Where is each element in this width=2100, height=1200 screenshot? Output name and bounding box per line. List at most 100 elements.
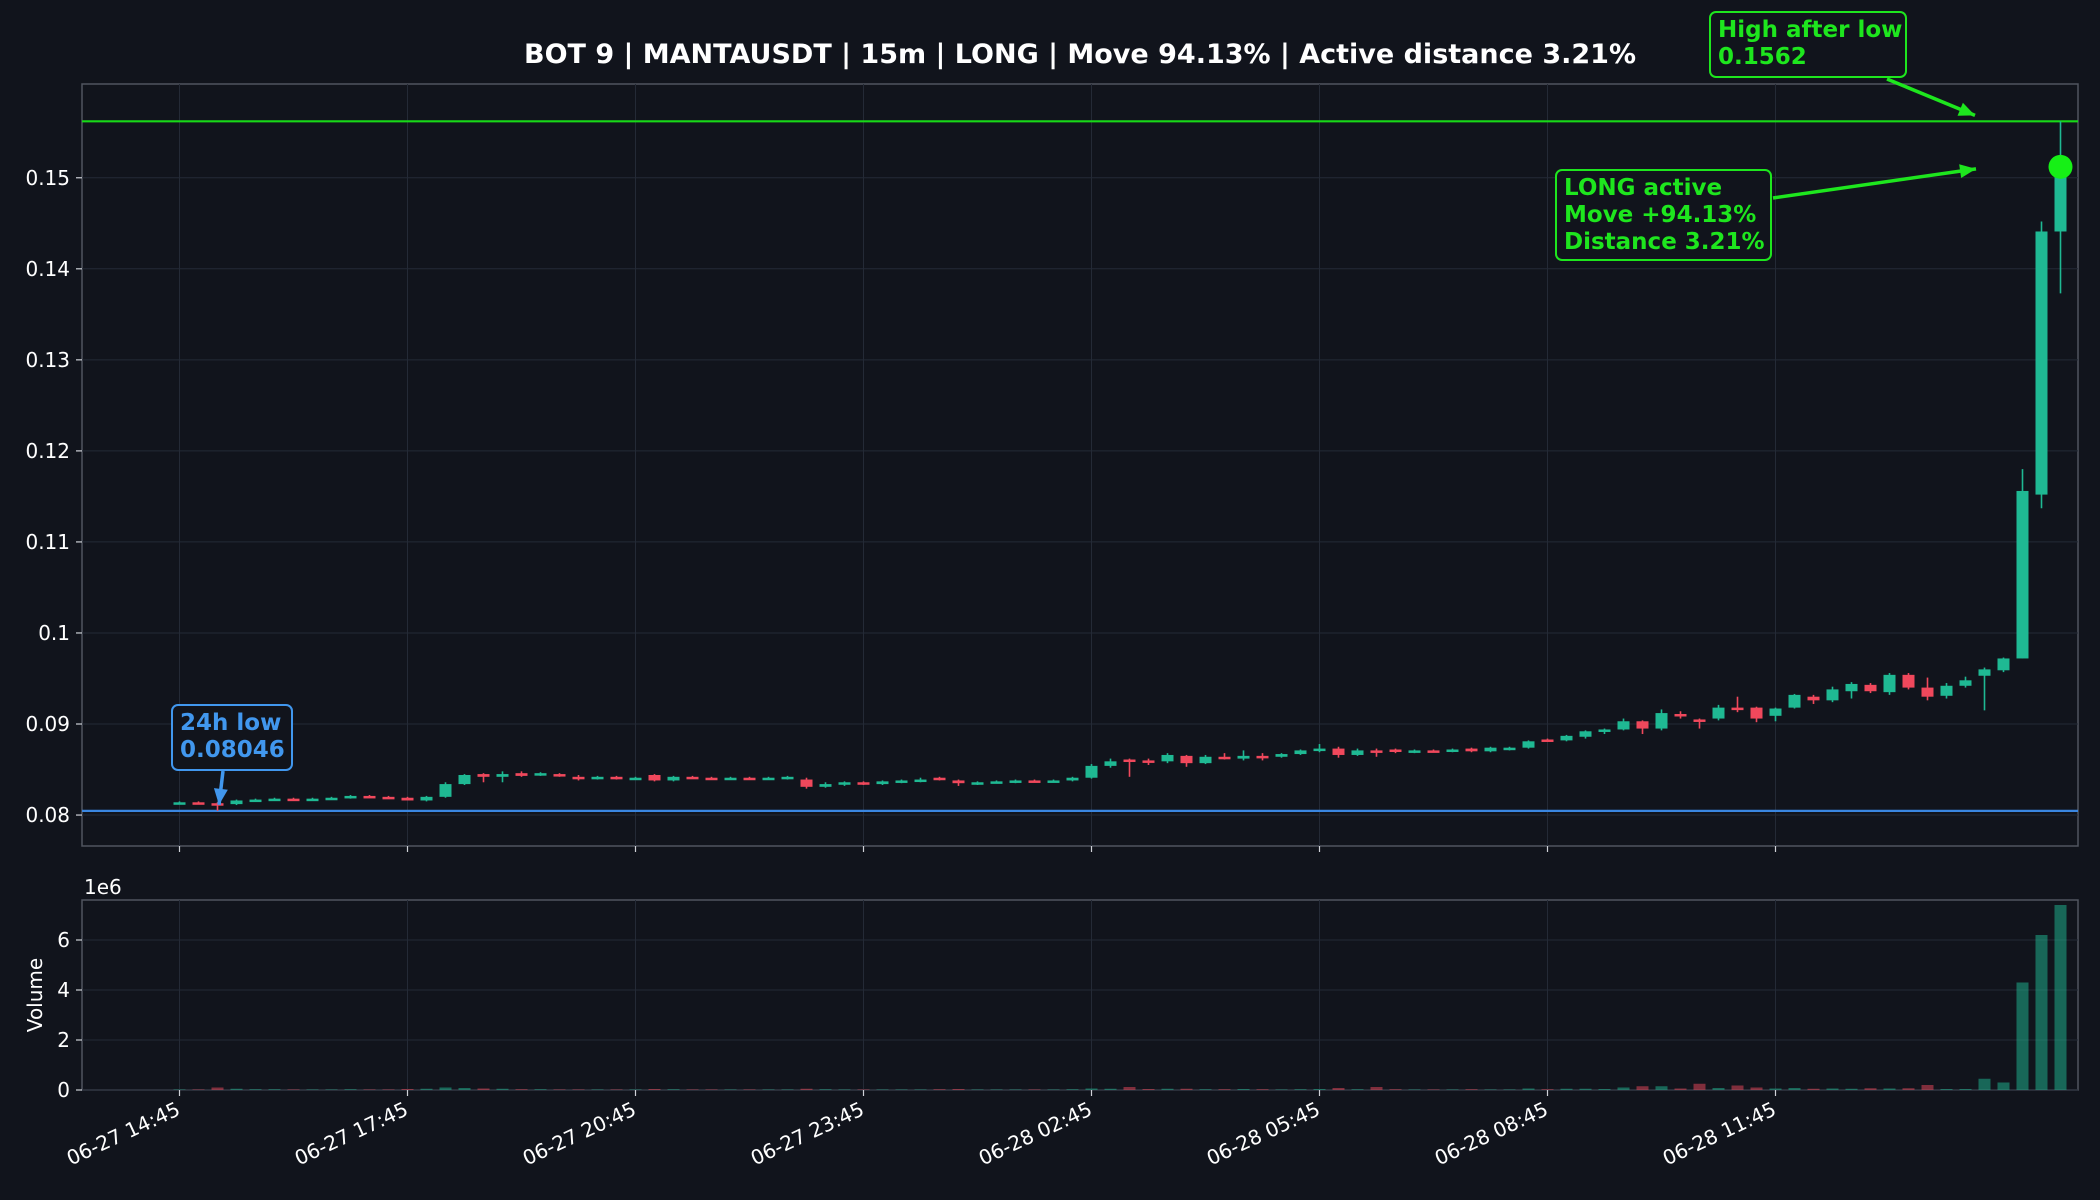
- candle-body: [477, 774, 490, 777]
- candle-body: [933, 777, 946, 781]
- volume-bar: [2016, 982, 2029, 1090]
- x-ticks: 06-27 14:45 06-27 17:45 06-27 20:45 06-27 2…: [63, 846, 1780, 1170]
- candle-body: [192, 802, 205, 805]
- volume-bar: [1123, 1087, 1136, 1090]
- price-tick-label: 0.12: [25, 439, 70, 463]
- volume-bar: [705, 1089, 718, 1090]
- volume-bar: [382, 1089, 395, 1090]
- volume-bar: [1693, 1083, 1706, 1090]
- candle-body: [496, 774, 509, 777]
- volume-bar: [2035, 935, 2048, 1090]
- volume-bar: [1351, 1089, 1364, 1090]
- volume-bar: [1389, 1089, 1402, 1090]
- candle-body: [1465, 748, 1478, 752]
- candle-body: [1845, 683, 1858, 692]
- volume-bar: [990, 1089, 1003, 1090]
- candle-body: [1047, 780, 1060, 783]
- active-annotation-arrow: [1772, 164, 1977, 200]
- candle-body: [230, 800, 243, 805]
- low-annotation-arrow: [213, 770, 228, 806]
- candle-body: [1503, 747, 1516, 751]
- candle-body: [1959, 680, 1972, 686]
- candle-body: [1161, 754, 1174, 762]
- volume-bar: [1180, 1088, 1193, 1090]
- active-annotation-line: Move +94.13%: [1564, 202, 1756, 228]
- candle-body: [1560, 735, 1573, 741]
- volume-bar: [1218, 1089, 1231, 1090]
- volume-y-label: Volume: [23, 958, 47, 1032]
- candle-body: [1313, 748, 1326, 752]
- volume-bar: [1446, 1089, 1459, 1090]
- volume-bar: [971, 1089, 984, 1090]
- volume-bar: [1940, 1089, 1953, 1090]
- candle-body: [363, 795, 376, 799]
- candle-body: [1522, 741, 1535, 748]
- volume-bar: [1541, 1089, 1554, 1090]
- volume-bar: [648, 1089, 661, 1090]
- volume-bar: [1712, 1088, 1725, 1090]
- volume-bar: [1826, 1088, 1839, 1090]
- volume-bar: [1199, 1089, 1212, 1090]
- volume-bar: [591, 1089, 604, 1090]
- volume-bar: [363, 1089, 376, 1090]
- candle-body: [1978, 669, 1991, 676]
- volume-bar: [857, 1089, 870, 1090]
- volume-bar: [1332, 1088, 1345, 1090]
- volume-bar: [876, 1089, 889, 1090]
- volume-bar: [1997, 1082, 2010, 1090]
- candle-body: [1598, 729, 1611, 732]
- volume-bar: [1503, 1089, 1516, 1090]
- volume-bar: [1883, 1088, 1896, 1090]
- candle-body: [401, 797, 414, 801]
- candle-body: [952, 780, 965, 784]
- volume-bar: [933, 1089, 946, 1090]
- candle-body: [1674, 713, 1687, 717]
- volume-bar: [1294, 1089, 1307, 1090]
- candle-body: [990, 781, 1003, 784]
- volume-bar: [1066, 1089, 1079, 1090]
- volume-bar: [800, 1088, 813, 1090]
- candle-body: [1579, 731, 1592, 737]
- candle-body: [838, 782, 851, 785]
- volume-bar: [1788, 1088, 1801, 1090]
- volume-bar: [724, 1089, 737, 1090]
- candle-body: [591, 776, 604, 780]
- volume-panel-frame: [81, 899, 2079, 1091]
- volume-bar: [1408, 1089, 1421, 1090]
- candle-body: [1332, 748, 1345, 755]
- candle-body: [1617, 721, 1630, 730]
- candle-body: [1769, 708, 1782, 716]
- x-tick-label: 06-28 02:45: [975, 1097, 1096, 1170]
- candle-body: [1940, 685, 1953, 696]
- candle-body: [1237, 755, 1250, 759]
- low-annotation-box: [171, 704, 293, 771]
- low-annotation-arrow-head: [213, 788, 228, 805]
- candle-body: [1294, 750, 1307, 755]
- volume-bar: [1978, 1078, 1991, 1090]
- volume-bar: [230, 1088, 243, 1090]
- volume-bar: [1579, 1088, 1592, 1090]
- candle-body: [1351, 750, 1364, 755]
- volume-bar: [344, 1089, 357, 1090]
- candle-body: [1199, 756, 1212, 764]
- candle-body: [629, 777, 642, 781]
- volume-bar: [1142, 1089, 1155, 1090]
- price-tick-label: 0.11: [25, 530, 70, 554]
- candle-body: [249, 799, 262, 803]
- candle-body: [1655, 713, 1668, 729]
- candle-body: [1864, 684, 1877, 692]
- volume-bar: [1028, 1089, 1041, 1090]
- volume-bar: [1807, 1088, 1820, 1090]
- candle-body: [1541, 739, 1554, 742]
- candle-body: [667, 776, 680, 781]
- volume-bar: [1104, 1088, 1117, 1090]
- x-tick-label: 06-27 20:45: [519, 1097, 640, 1170]
- volume-bar: [743, 1089, 756, 1090]
- candle-body: [1997, 658, 2010, 671]
- candle-body: [1370, 750, 1383, 753]
- candle-body: [686, 776, 699, 780]
- volume-bar: [1047, 1089, 1060, 1090]
- candle-body: [971, 782, 984, 785]
- candle-body: [1275, 754, 1288, 757]
